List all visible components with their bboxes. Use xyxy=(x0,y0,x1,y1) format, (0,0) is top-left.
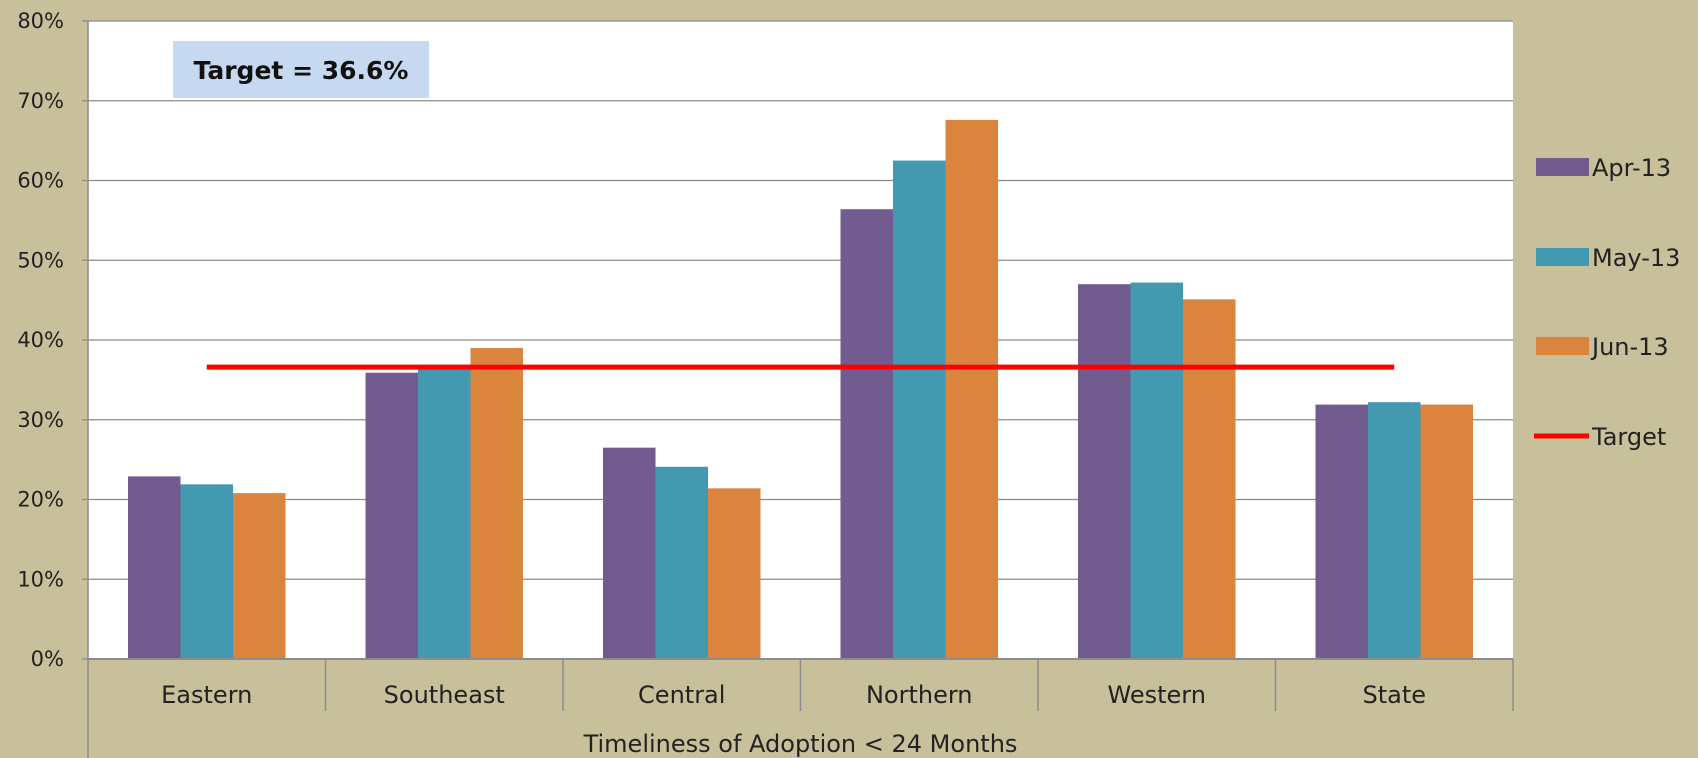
bar xyxy=(233,493,286,659)
legend-label: Apr-13 xyxy=(1592,154,1671,182)
y-tick-label: 30% xyxy=(17,408,64,432)
legend-swatch xyxy=(1536,248,1589,266)
bar xyxy=(893,160,946,659)
bar xyxy=(1368,402,1421,659)
legend-label: May-13 xyxy=(1592,244,1680,272)
annotation-text: Target = 36.6% xyxy=(194,56,409,85)
y-axis: 0% 10% 20% 30% 40% 50% 60% 70% 80% xyxy=(17,9,89,671)
y-tick-label: 60% xyxy=(17,169,64,193)
bar xyxy=(708,488,761,659)
y-tick-label: 20% xyxy=(17,488,64,512)
x-tick-label: Southeast xyxy=(384,681,505,709)
y-tick-label: 70% xyxy=(17,89,64,113)
x-tick-label: Central xyxy=(638,681,725,709)
legend-label: Jun-13 xyxy=(1590,333,1669,361)
target-annotation: Target = 36.6% xyxy=(173,41,429,98)
y-tick-label: 10% xyxy=(17,567,64,591)
bar xyxy=(1130,282,1183,659)
x-axis-title: Timeliness of Adoption < 24 Months xyxy=(583,730,1018,758)
y-tick-label: 0% xyxy=(31,647,64,671)
bar xyxy=(365,372,418,659)
bar xyxy=(180,484,233,659)
legend: Apr-13 May-13 Jun-13 Target xyxy=(1534,154,1680,451)
bar xyxy=(1420,404,1473,659)
bar xyxy=(1315,404,1368,659)
bar xyxy=(1183,299,1236,659)
annotation-box xyxy=(173,41,429,98)
x-tick-label: State xyxy=(1362,681,1426,709)
bar xyxy=(128,476,181,659)
x-tick-label: Western xyxy=(1108,681,1206,709)
x-tick-label: Northern xyxy=(866,681,973,709)
bar xyxy=(1078,284,1131,659)
bar xyxy=(603,447,656,659)
bars xyxy=(128,119,1473,659)
gridlines xyxy=(88,20,1513,580)
bar xyxy=(418,364,471,659)
y-tick-label: 80% xyxy=(17,9,64,33)
bar xyxy=(470,347,523,659)
bar xyxy=(655,466,708,659)
bar xyxy=(945,119,998,659)
legend-swatch xyxy=(1536,337,1589,355)
legend-label: Target xyxy=(1591,423,1666,451)
legend-swatch xyxy=(1536,158,1589,176)
y-tick-label: 40% xyxy=(17,328,64,352)
x-axis: Eastern Southeast Central Northern Western St… xyxy=(87,658,1514,758)
y-tick-label: 50% xyxy=(17,248,64,272)
bar xyxy=(840,209,893,659)
x-tick-label: Eastern xyxy=(161,681,252,709)
